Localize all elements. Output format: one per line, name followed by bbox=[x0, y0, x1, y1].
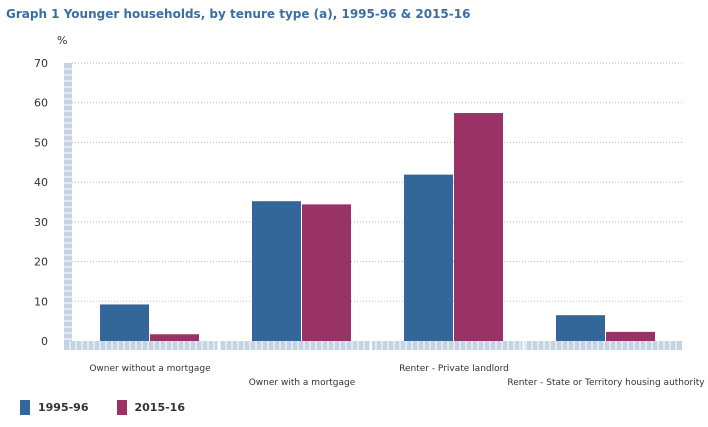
y-tick-label: 70 bbox=[34, 57, 48, 70]
chart-title: Graph 1 Younger households, by tenure ty… bbox=[6, 7, 471, 21]
y-tick-label: 50 bbox=[34, 136, 48, 149]
legend-item-2015-16: 2015-16 bbox=[116, 400, 186, 415]
bar-1995-96-3 bbox=[404, 174, 453, 341]
y-tick-label: 10 bbox=[34, 295, 48, 308]
x-axis-band bbox=[64, 341, 682, 350]
y-tick-label: 0 bbox=[41, 335, 48, 348]
bar-2015-16-2 bbox=[302, 204, 351, 341]
y-tick-label: 30 bbox=[34, 216, 48, 229]
chart-legend: 1995-96 2015-16 bbox=[20, 400, 213, 415]
y-tick-label: 20 bbox=[34, 256, 48, 269]
legend-swatch-2015-16 bbox=[116, 400, 127, 415]
legend-swatch-1995-96 bbox=[20, 400, 30, 415]
bar-2015-16-1 bbox=[150, 334, 199, 341]
legend-label-2015-16: 2015-16 bbox=[134, 401, 186, 414]
y-tick-label: 40 bbox=[34, 176, 48, 189]
bar-1995-96-4 bbox=[556, 315, 605, 341]
x-category-label: Owner with a mortgage bbox=[249, 378, 356, 388]
x-category-label: Owner without a mortgage bbox=[89, 364, 211, 374]
bar-1995-96-2 bbox=[252, 201, 301, 341]
legend-label-1995-96: 1995-96 bbox=[38, 401, 89, 414]
bar-2015-16-4 bbox=[606, 331, 655, 341]
x-category-label: Renter - Private landlord bbox=[399, 364, 509, 374]
legend-item-1995-96: 1995-96 bbox=[20, 400, 89, 415]
x-category-label: Renter - State or Territory housing auth… bbox=[507, 378, 705, 388]
y-axis-label: % bbox=[57, 34, 67, 47]
y-tick-label: 60 bbox=[34, 97, 48, 110]
y-axis-band bbox=[64, 63, 72, 349]
bar-1995-96-1 bbox=[100, 304, 149, 341]
bar-2015-16-3 bbox=[454, 113, 503, 341]
